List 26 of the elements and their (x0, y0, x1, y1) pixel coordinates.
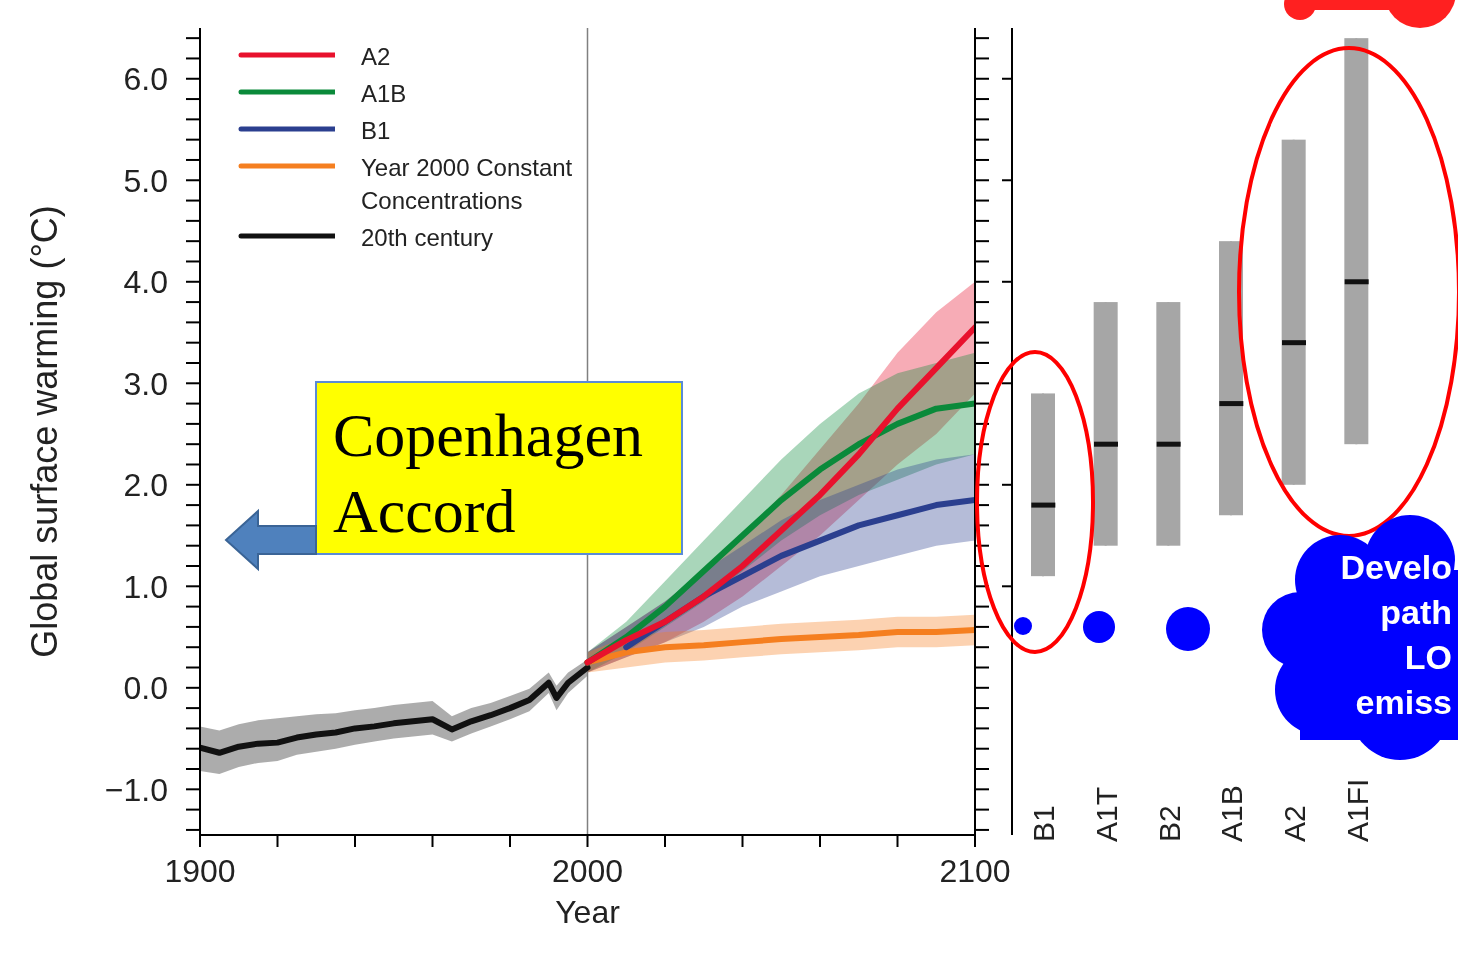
y-tick-label: 1.0 (123, 568, 168, 605)
x-tick-label: 2100 (939, 852, 1011, 889)
y-tick-label: 0.0 (123, 670, 168, 707)
legend-label: 20th century (361, 223, 495, 253)
x-tick-label: A2 (1278, 805, 1311, 842)
x-tick-label: A1FI (1340, 778, 1374, 842)
annotation: Copenhagen Accord (315, 381, 683, 555)
x-tick-label: B1 (1027, 805, 1061, 842)
x-tick-label: 2000 (551, 852, 624, 889)
legend-label: Year 2000 Constant Concentrations (361, 153, 574, 216)
x-axis-title: Year (555, 894, 621, 930)
x-tick-label: A1B (1215, 785, 1249, 842)
legend-label: B1 (361, 116, 392, 146)
y-tick-label: 2.0 (123, 467, 168, 504)
legend-label: A1B (361, 79, 408, 109)
legend-label: A2 (361, 42, 392, 72)
y-tick-label: −1.0 (104, 771, 168, 808)
x-tick-label: B2 (1152, 805, 1186, 842)
x-tick-label: 1900 (164, 852, 236, 889)
y-tick-label: 4.0 (123, 264, 168, 301)
y-tick-label: 3.0 (123, 365, 168, 402)
y-axis-title: Global surface warming (°C) (23, 205, 65, 658)
annotation: Develo path LO emiss (1339, 547, 1452, 723)
y-tick-label: 6.0 (123, 61, 168, 98)
y-tick-label: 5.0 (123, 162, 168, 199)
x-tick-label: A1T (1090, 786, 1123, 842)
